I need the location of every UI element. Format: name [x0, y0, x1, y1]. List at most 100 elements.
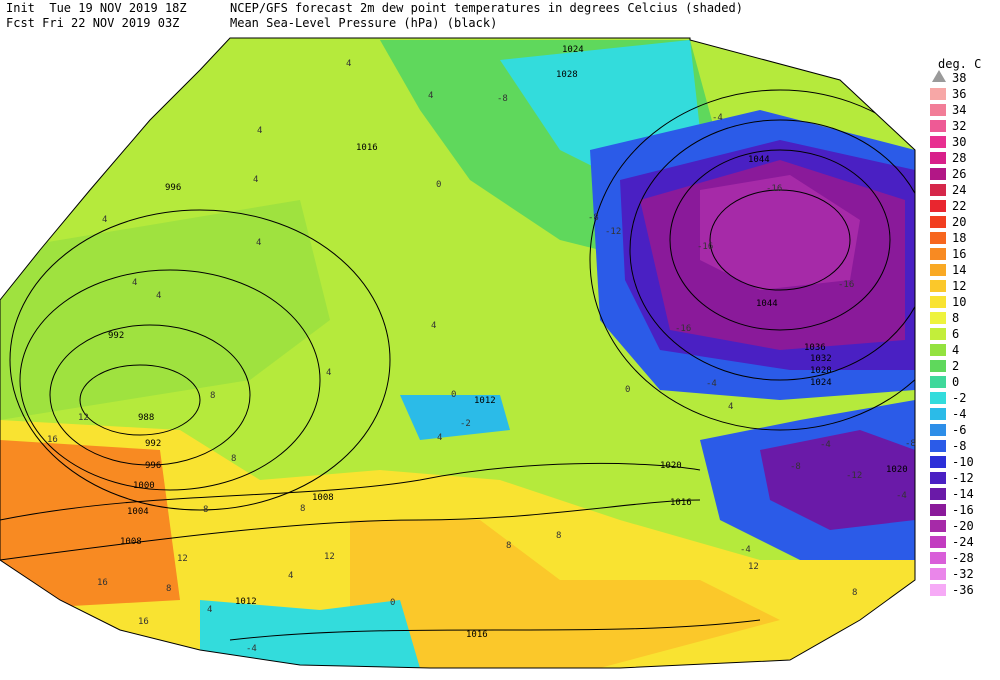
dewpoint-label: 4: [728, 402, 733, 412]
north-atlantic-green: [0, 200, 330, 420]
dewpoint-label: 12: [78, 413, 89, 423]
legend-swatch: [930, 232, 946, 244]
legend-swatch: [930, 88, 946, 100]
legend-row: 10: [930, 294, 990, 310]
legend-swatch: [930, 200, 946, 212]
dewpoint-label: 4: [428, 91, 433, 101]
dewpoint-label: -4: [820, 440, 831, 450]
legend-row: 32: [930, 118, 990, 134]
dewpoint-label: 4: [156, 291, 161, 301]
map-frame: [0, 37, 916, 669]
alps-cyan: [400, 395, 510, 440]
dewpoint-label: 0: [625, 385, 630, 395]
legend-row: -4: [930, 406, 990, 422]
pressure-label: 1044: [756, 299, 778, 309]
legend-row: 18: [930, 230, 990, 246]
pressure-label: 992: [108, 331, 124, 341]
pressure-label: 1044: [748, 155, 770, 165]
dewpoint-label: 4: [102, 215, 107, 225]
isobars: [0, 89, 915, 641]
legend-swatch: [930, 392, 946, 404]
dewpoint-label: 8: [166, 584, 171, 594]
legend-row: 22: [930, 198, 990, 214]
legend-row: 6: [930, 326, 990, 342]
legend-label: -14: [952, 487, 974, 501]
dewpoint-label: -16: [675, 324, 691, 334]
pressure-label: 1020: [660, 461, 682, 471]
dewpoint-label: -12: [846, 471, 862, 481]
legend-label: -20: [952, 519, 974, 533]
atlantic-orange: [0, 440, 180, 610]
dewpoint-label: 4: [207, 605, 212, 615]
legend-label: 16: [952, 247, 967, 261]
legend-swatch: [930, 520, 946, 532]
dewpoint-label: -8: [905, 439, 916, 449]
legend-label: 4: [952, 343, 960, 357]
pressure-label: 1024: [810, 378, 832, 388]
pressure-label: 1008: [120, 537, 142, 547]
map-subtitle: Mean Sea-Level Pressure (hPa) (black): [230, 16, 498, 30]
russia-core: [700, 175, 860, 290]
legend-swatch: [930, 568, 946, 580]
legend-swatch: [930, 584, 946, 596]
dewpoint-label: -4: [246, 644, 257, 654]
legend-row: -2: [930, 390, 990, 406]
init-time: Init Tue 19 NOV 2019 18Z: [6, 1, 187, 15]
legend-label: 2: [952, 359, 960, 373]
pressure-label: 988: [138, 413, 154, 423]
legend-row: 20: [930, 214, 990, 230]
pressure-label: 1016: [466, 630, 488, 640]
legend-label: -24: [952, 535, 974, 549]
dewpoint-label: 16: [138, 617, 149, 627]
pressure-label: 992: [145, 439, 161, 449]
legend-swatch: [930, 344, 946, 356]
pressure-label: 1012: [235, 597, 257, 607]
med-orange: [350, 520, 780, 668]
dewpoint-label: 4: [431, 321, 436, 331]
dewpoint-label: 0: [390, 598, 395, 608]
dewpoint-label: 12: [177, 554, 188, 564]
dewpoint-label: 0: [436, 180, 441, 190]
dewpoint-label: 0: [451, 390, 456, 400]
pressure-label: 1004: [127, 507, 149, 517]
legend-label: -36: [952, 583, 974, 597]
turkey-cold-purple: [760, 430, 915, 530]
legend-swatch: [930, 296, 946, 308]
legend-row: 12: [930, 278, 990, 294]
pressure-label: 1032: [810, 354, 832, 364]
legend-row: -36: [930, 582, 990, 598]
legend-swatch: [930, 408, 946, 420]
legend-label: 36: [952, 87, 967, 101]
dewpoint-label: 4: [346, 59, 351, 69]
dewpoint-label: -16: [697, 242, 713, 252]
legend-swatch: [930, 424, 946, 436]
dewpoint-label: -16: [766, 184, 782, 194]
dewpoint-label: 4: [257, 126, 262, 136]
legend-label: -28: [952, 551, 974, 565]
dewpoint-label: 16: [47, 435, 58, 445]
dewpoint-label: 16: [97, 578, 108, 588]
legend-swatch: [930, 504, 946, 516]
legend-swatch: [930, 456, 946, 468]
legend-row: 4: [930, 342, 990, 358]
dewpoint-label: 4: [437, 433, 442, 443]
legend-row: -12: [930, 470, 990, 486]
legend-row: 8: [930, 310, 990, 326]
pressure-label: 1000: [133, 481, 155, 491]
map-title: NCEP/GFS forecast 2m dew point temperatu…: [230, 1, 743, 15]
legend-label: 18: [952, 231, 967, 245]
legend-label: -16: [952, 503, 974, 517]
legend-row: 28: [930, 150, 990, 166]
dewpoint-label: 8: [300, 504, 305, 514]
dewpoint-label: 12: [748, 562, 759, 572]
legend-row: 34: [930, 102, 990, 118]
legend-label: 22: [952, 199, 967, 213]
dewpoint-label: -12: [605, 227, 621, 237]
legend-swatch: [930, 536, 946, 548]
dewpoint-label: 4: [288, 571, 293, 581]
legend-label: 32: [952, 119, 967, 133]
legend-label: 28: [952, 151, 967, 165]
legend-swatch: [930, 168, 946, 180]
dewpoint-label: -4: [712, 113, 723, 123]
